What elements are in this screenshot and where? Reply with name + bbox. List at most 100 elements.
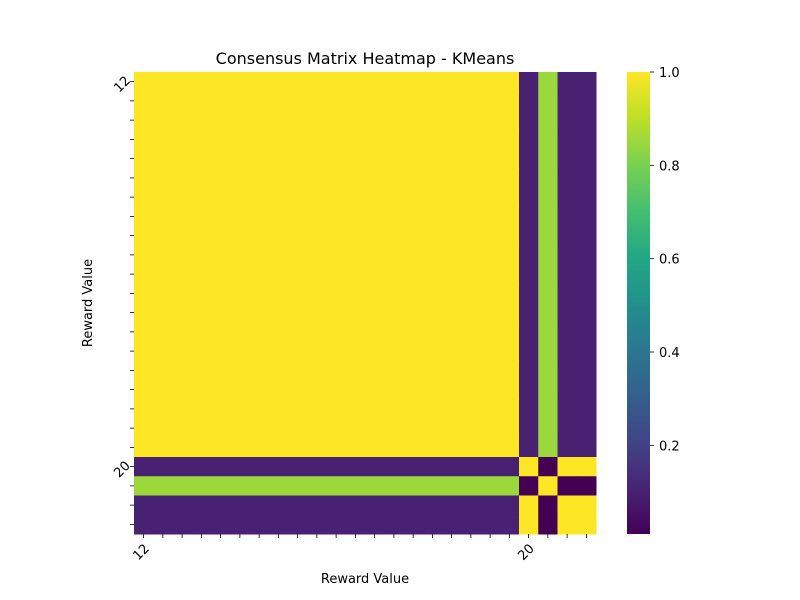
heatmap-cell <box>461 187 481 208</box>
colorbar-tick-label: 0.2 <box>659 439 680 454</box>
heatmap-cell <box>172 303 193 323</box>
heatmap-cell <box>365 283 385 304</box>
heatmap-cell <box>307 303 327 323</box>
heatmap-cell <box>499 72 520 92</box>
heatmap-cell <box>365 245 385 265</box>
heatmap-cell <box>442 168 462 188</box>
heatmap-cell <box>442 245 462 265</box>
heatmap-cell <box>538 245 558 265</box>
heatmap-cell <box>422 322 443 342</box>
heatmap-cell <box>288 149 308 169</box>
heatmap-cell <box>268 418 289 439</box>
colorbar-ticks: 0.2 0.4 0.6 0.8 1.0 <box>650 66 680 454</box>
colorbar-tick-label: 0.6 <box>659 253 680 268</box>
heatmap-cell <box>172 129 193 150</box>
heatmap-cell <box>365 264 385 285</box>
heatmap-cell <box>365 322 385 342</box>
heatmap-cell <box>307 418 327 439</box>
heatmap-cell <box>249 495 270 516</box>
heatmap-cell <box>230 149 250 169</box>
heatmap-cell <box>249 514 270 535</box>
heatmap-cell <box>480 457 501 477</box>
heatmap-cell <box>442 149 462 169</box>
heatmap-cell <box>230 322 250 342</box>
heatmap-cell <box>345 264 366 285</box>
heatmap-cell <box>499 149 520 169</box>
heatmap-cell <box>191 437 212 458</box>
heatmap-cell <box>211 457 231 477</box>
heatmap-cell <box>288 303 308 323</box>
heatmap-cell <box>403 457 424 477</box>
heatmap-cell <box>480 399 501 419</box>
heatmap-cell <box>211 72 231 92</box>
heatmap-cell <box>422 206 443 227</box>
heatmap-cell <box>519 168 539 188</box>
heatmap-cell <box>461 457 481 477</box>
heatmap-cell <box>230 457 250 477</box>
heatmap-cell <box>191 476 212 496</box>
heatmap-cell <box>134 418 154 439</box>
heatmap-cell <box>384 476 404 496</box>
heatmap-cell <box>557 264 578 285</box>
heatmap-cell <box>288 168 308 188</box>
heatmap-cell <box>557 322 578 342</box>
heatmap-cell <box>384 380 404 400</box>
heatmap-cell <box>249 283 270 304</box>
heatmap-cell <box>538 457 558 477</box>
heatmap-cell <box>499 514 520 535</box>
heatmap-cell <box>211 91 231 111</box>
heatmap-cell <box>519 206 539 227</box>
heatmap-cell <box>211 514 231 535</box>
heatmap-cell <box>268 380 289 400</box>
heatmap-cell <box>230 341 250 362</box>
heatmap-cell <box>442 110 462 131</box>
heatmap-cell <box>345 457 366 477</box>
heatmap-cell <box>326 72 347 92</box>
y-axis-label: Reward Value <box>81 259 96 347</box>
heatmap-cell <box>345 129 366 150</box>
heatmap-cell <box>230 495 250 516</box>
heatmap-cell <box>461 322 481 342</box>
heatmap-cell <box>557 360 578 381</box>
heatmap-cell <box>422 514 443 535</box>
heatmap-cell <box>230 206 250 227</box>
heatmap-cell <box>422 91 443 111</box>
heatmap-cell <box>538 399 558 419</box>
heatmap-cell <box>499 457 520 477</box>
heatmap-cell <box>153 303 173 323</box>
heatmap-cell <box>307 72 327 92</box>
heatmap-cell <box>576 303 597 323</box>
heatmap-cell <box>268 206 289 227</box>
heatmap-cell <box>268 303 289 323</box>
heatmap-cell <box>538 360 558 381</box>
heatmap-cell <box>172 245 193 265</box>
heatmap-cell <box>461 245 481 265</box>
heatmap-cell <box>384 72 404 92</box>
heatmap-cell <box>153 399 173 419</box>
heatmap-cell <box>288 380 308 400</box>
heatmap-cell <box>422 495 443 516</box>
heatmap-cell <box>153 91 173 111</box>
heatmap-cell <box>249 206 270 227</box>
heatmap-cell <box>134 514 154 535</box>
heatmap-cell <box>499 360 520 381</box>
heatmap-cell <box>191 206 212 227</box>
heatmap-cell <box>326 322 347 342</box>
heatmap-cell <box>576 322 597 342</box>
heatmap-cell <box>422 72 443 92</box>
heatmap-cell <box>365 91 385 111</box>
heatmap-cell <box>153 187 173 208</box>
heatmap-cell <box>230 168 250 188</box>
heatmap-cell <box>172 283 193 304</box>
heatmap-cell <box>211 129 231 150</box>
heatmap-cell <box>365 457 385 477</box>
heatmap-cell <box>365 72 385 92</box>
heatmap-cell <box>519 380 539 400</box>
heatmap-cell <box>442 264 462 285</box>
heatmap-cell <box>268 341 289 362</box>
heatmap-cell <box>249 399 270 419</box>
heatmap-cell <box>134 437 154 458</box>
heatmap-cell <box>365 514 385 535</box>
heatmap-cell <box>153 245 173 265</box>
